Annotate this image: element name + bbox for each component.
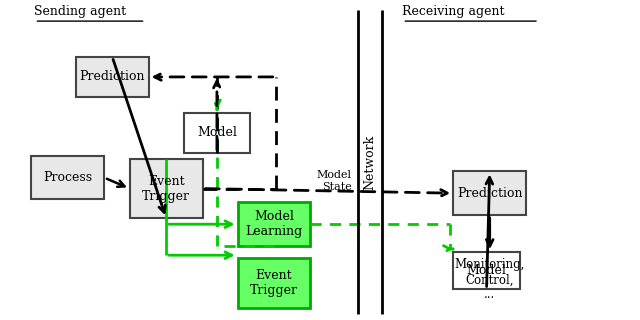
- Text: Network: Network: [364, 135, 376, 190]
- FancyBboxPatch shape: [31, 156, 104, 199]
- Text: Event
Trigger: Event Trigger: [142, 174, 190, 203]
- FancyBboxPatch shape: [76, 57, 148, 97]
- Text: Monitoring,
Control,
...: Monitoring, Control, ...: [454, 258, 525, 301]
- Text: Model
State: Model State: [317, 170, 352, 192]
- Text: Sending agent: Sending agent: [35, 5, 127, 18]
- FancyBboxPatch shape: [237, 203, 310, 246]
- Text: Model: Model: [467, 264, 506, 277]
- Text: Process: Process: [44, 171, 92, 184]
- Text: Model
Learning: Model Learning: [245, 210, 303, 238]
- FancyBboxPatch shape: [453, 172, 526, 215]
- Text: Prediction: Prediction: [79, 70, 145, 84]
- Text: Prediction: Prediction: [457, 187, 522, 200]
- FancyBboxPatch shape: [130, 159, 203, 218]
- FancyBboxPatch shape: [453, 252, 520, 289]
- Text: Model: Model: [197, 126, 237, 139]
- FancyBboxPatch shape: [184, 113, 250, 153]
- Text: Event
Trigger: Event Trigger: [250, 269, 298, 297]
- FancyBboxPatch shape: [237, 258, 310, 308]
- Text: Receiving agent: Receiving agent: [403, 5, 505, 18]
